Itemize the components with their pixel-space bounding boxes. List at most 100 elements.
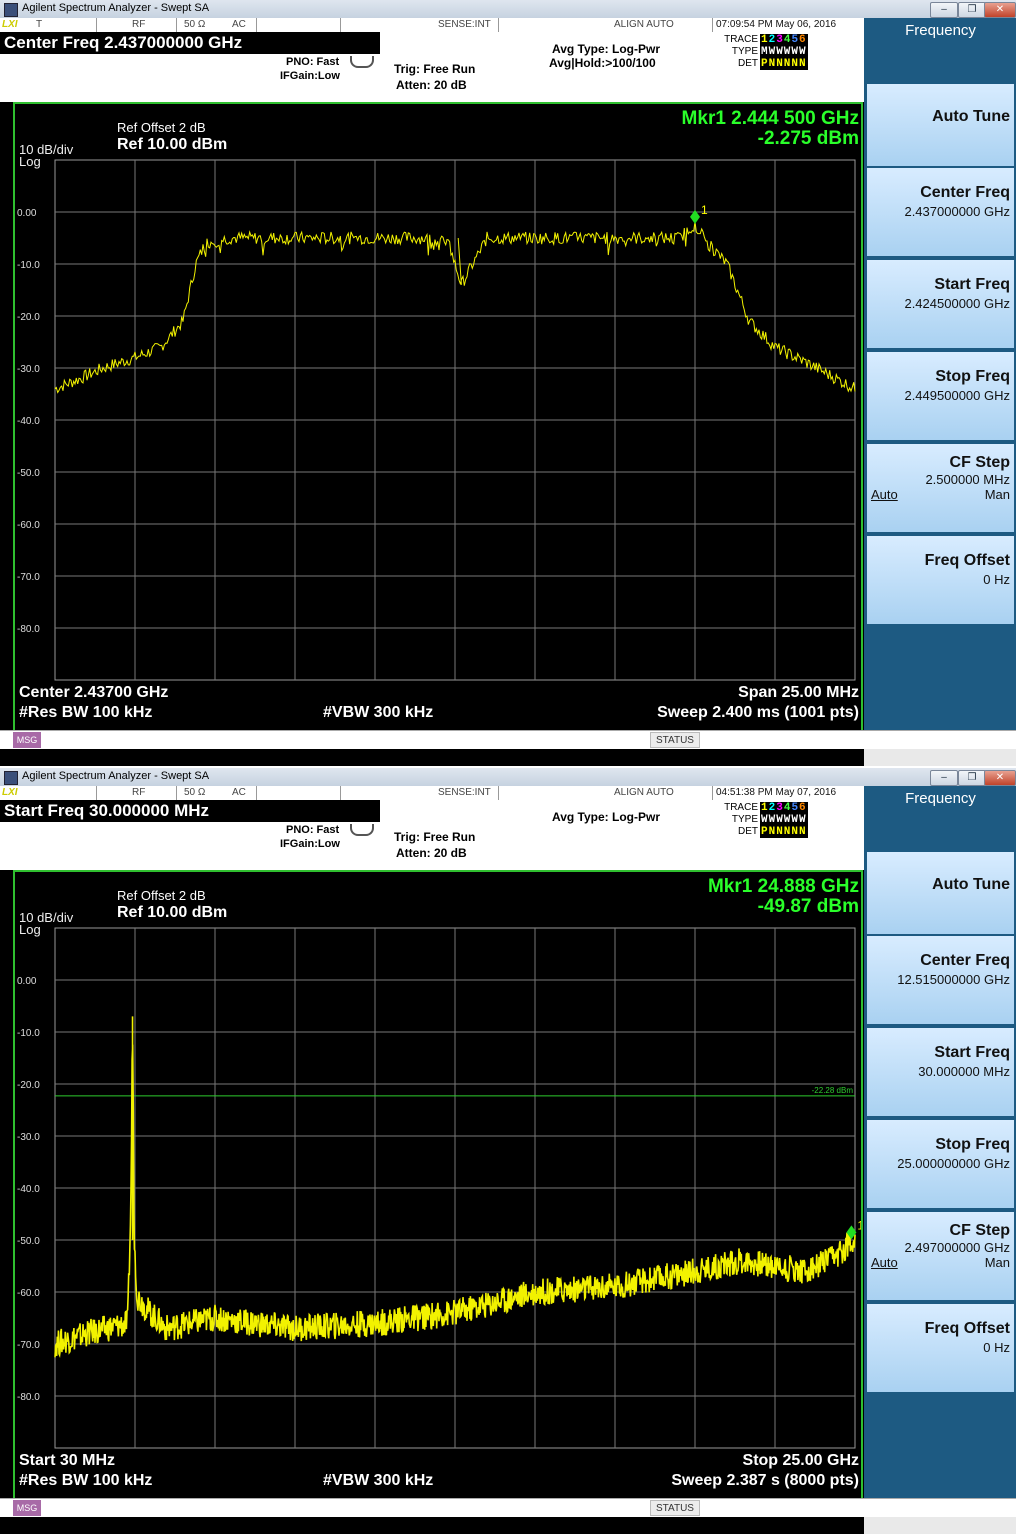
status-button[interactable]: STATUS — [650, 1500, 700, 1516]
cf-step-button[interactable]: CF Step 2.500000 MHz Auto Man — [867, 444, 1014, 532]
trace-label: TRACE — [724, 34, 758, 45]
active-function: Start Freq 30.000000 MHz — [0, 800, 380, 822]
settings-header: Start Freq 30.000000 MHz PNO: Fast IFGai… — [0, 800, 864, 870]
display-line-label: -22.28 dBm — [812, 1086, 854, 1095]
center-freq-button[interactable]: Center Freq 12.515000000 GHz — [867, 936, 1014, 1024]
settings-header: Center Freq 2.437000000 GHz PNO: Fast IF… — [0, 32, 864, 102]
cf-step-value: 2.500000 MHz — [925, 472, 1010, 487]
status-row: LXI RF 50 Ω AC SENSE:INT ALIGN AUTO 04:5… — [0, 786, 864, 801]
y-tick-label: 0.00 — [17, 208, 37, 219]
marker-diamond-icon — [846, 1225, 857, 1240]
trace-1: 1 — [761, 34, 769, 46]
freq-offset-button[interactable]: Freq Offset 0 Hz — [867, 1304, 1014, 1392]
msg-indicator[interactable]: MSG — [13, 732, 41, 748]
cf-step-button[interactable]: CF Step 2.497000000 GHz Auto Man — [867, 1212, 1014, 1300]
start-freq-button[interactable]: Start Freq 2.424500000 GHz — [867, 260, 1014, 348]
freq-offset-button[interactable]: Freq Offset 0 Hz — [867, 536, 1014, 624]
sense-status: SENSE:INT — [438, 787, 491, 798]
spectrum-plot: 0.00 -10.0 -20.0 -30.0 -40.0 -50.0 -60.0 -70.0 -… — [17, 927, 861, 1449]
stop-freq-button[interactable]: Stop Freq 2.449500000 GHz — [867, 352, 1014, 440]
close-icon[interactable]: ✕ — [984, 770, 1016, 786]
y-tick-label: -30.0 — [17, 364, 40, 375]
cf-step-label: CF Step — [949, 1222, 1010, 1239]
center-freq-button[interactable]: Center Freq 2.437000000 GHz — [867, 168, 1014, 256]
trigger: Trig: Free Run — [394, 830, 476, 844]
marker-diamond-icon — [690, 209, 700, 224]
center-freq-value: 2.437000000 GHz — [904, 204, 1010, 219]
sense-status: SENSE:INT — [438, 19, 491, 30]
restore-icon[interactable]: ❐ — [958, 2, 986, 18]
det-values: PNNNNN — [760, 58, 808, 70]
res-bw: #Res BW 100 kHz — [19, 704, 153, 721]
measurement-area: LXI RF 50 Ω AC SENSE:INT ALIGN AUTO 04:5… — [0, 786, 864, 1534]
trace-numbers: 123456 — [760, 34, 808, 46]
video-bw: #VBW 300 kHz — [323, 704, 434, 721]
window-title: Agilent Spectrum Analyzer - Swept SA — [22, 2, 210, 14]
datetime: 07:09:54 PM May 06, 2016 — [716, 19, 837, 30]
y-tick-label: 0.00 — [17, 976, 37, 987]
attenuation: Atten: 20 dB — [396, 846, 467, 860]
start-freq-value: 2.424500000 GHz — [904, 296, 1010, 311]
minimize-icon[interactable]: – — [930, 770, 958, 786]
active-function: Center Freq 2.437000000 GHz — [0, 32, 380, 54]
type-label: TYPE — [731, 814, 758, 825]
msg-indicator[interactable]: MSG — [13, 1500, 41, 1516]
minimize-icon[interactable]: – — [930, 2, 958, 18]
cf-auto-option[interactable]: Auto — [871, 487, 898, 502]
status-button[interactable]: STATUS — [650, 732, 700, 748]
impedance: 50 Ω — [184, 787, 206, 798]
stop-freq-label: Stop Freq — [935, 1136, 1010, 1153]
avg-type: Avg Type: Log-Pwr — [552, 810, 660, 824]
coupling: AC — [232, 19, 246, 30]
y-tick-label: -40.0 — [17, 416, 40, 427]
message-bar: MSG STATUS — [0, 730, 1016, 749]
freq-offset-label: Freq Offset — [924, 1320, 1010, 1337]
trace-1 — [54, 1016, 856, 1358]
ref-offset: Ref Offset 2 dB — [117, 888, 206, 903]
softkey-panel: Frequency Auto Tune Center Freq 12.51500… — [864, 786, 1016, 1498]
app-icon — [4, 3, 18, 17]
ref-level: Ref 10.00 dBm — [117, 904, 228, 921]
stop-freq-value: 2.449500000 GHz — [904, 388, 1010, 403]
datetime: 04:51:38 PM May 07, 2016 — [716, 787, 837, 798]
scale-div: 10 dB/div — [19, 910, 74, 925]
log-label: Log — [19, 154, 41, 169]
cf-step-label: CF Step — [949, 454, 1010, 471]
marker-frequency: Mkr1 2.444 500 GHz — [681, 108, 859, 129]
avg-type: Avg Type: Log-Pwr — [552, 42, 660, 56]
y-tick-label: -50.0 — [17, 468, 40, 479]
sweep-icon — [350, 824, 374, 836]
pno: PNO: Fast — [286, 56, 340, 68]
trigger: Trig: Free Run — [394, 62, 476, 76]
status-row: LXI T RF 50 Ω AC SENSE:INT ALIGN AUTO 07… — [0, 18, 864, 33]
trace-4: 4 — [783, 802, 792, 814]
marker-frequency: Mkr1 24.888 GHz — [707, 876, 859, 897]
cf-man-option[interactable]: Man — [984, 1255, 1010, 1270]
stop-freq-value: 25.000000000 GHz — [897, 1156, 1010, 1171]
align-status: ALIGN AUTO — [614, 19, 674, 30]
cf-auto-option[interactable]: Auto — [871, 1255, 898, 1270]
analyzer-window-1: Agilent Spectrum Analyzer - Swept SA – ❐… — [0, 0, 1016, 766]
lxi-icon: LXI — [2, 19, 18, 30]
menu-title: Frequency — [905, 22, 976, 39]
menu-title: Frequency — [905, 790, 976, 807]
y-tick-label: -10.0 — [17, 1028, 40, 1039]
freq-offset-label: Freq Offset — [924, 552, 1010, 569]
trace-6: 6 — [799, 34, 807, 46]
y-tick-label: -80.0 — [17, 624, 40, 635]
start-freq-label: Start Freq — [934, 276, 1010, 293]
close-icon[interactable]: ✕ — [984, 2, 1016, 18]
trace-3: 3 — [776, 802, 784, 814]
measurement-area: LXI T RF 50 Ω AC SENSE:INT ALIGN AUTO 07… — [0, 18, 864, 766]
stop-freq-button[interactable]: Stop Freq 25.000000000 GHz — [867, 1120, 1014, 1208]
empty-softkey — [867, 628, 1014, 728]
trace-1 — [54, 221, 856, 394]
auto-tune-button[interactable]: Auto Tune — [867, 852, 1014, 934]
start-freq-button[interactable]: Start Freq 30.000000 MHz — [867, 1028, 1014, 1116]
spectrum-screen: Ref Offset 2 dB 10 dB/div Log Ref 10.00 … — [13, 102, 863, 736]
scale-div: 10 dB/div — [19, 142, 74, 157]
auto-tune-button[interactable]: Auto Tune — [867, 84, 1014, 166]
cf-man-option[interactable]: Man — [984, 487, 1010, 502]
restore-icon[interactable]: ❐ — [958, 770, 986, 786]
y-tick-label: -50.0 — [17, 1236, 40, 1247]
